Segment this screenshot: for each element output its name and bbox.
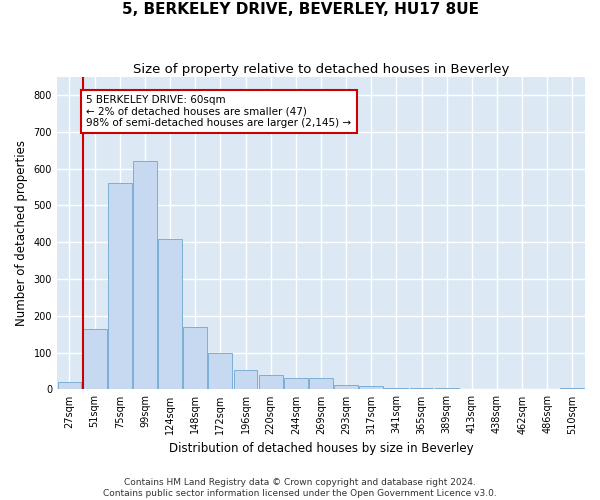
Bar [233, 370, 257, 390]
Bar [259, 374, 283, 390]
Bar [560, 388, 584, 390]
Y-axis label: Number of detached properties: Number of detached properties [15, 140, 28, 326]
Bar [284, 378, 308, 390]
Bar [133, 162, 157, 390]
Bar [208, 352, 232, 390]
Text: 5 BERKELEY DRIVE: 60sqm
← 2% of detached houses are smaller (47)
98% of semi-det: 5 BERKELEY DRIVE: 60sqm ← 2% of detached… [86, 95, 352, 128]
Bar [108, 184, 132, 390]
Bar [83, 328, 107, 390]
Bar [359, 386, 383, 390]
Text: 5, BERKELEY DRIVE, BEVERLEY, HU17 8UE: 5, BERKELEY DRIVE, BEVERLEY, HU17 8UE [121, 2, 479, 18]
X-axis label: Distribution of detached houses by size in Beverley: Distribution of detached houses by size … [169, 442, 473, 455]
Bar [385, 388, 409, 390]
Text: Contains HM Land Registry data © Crown copyright and database right 2024.
Contai: Contains HM Land Registry data © Crown c… [103, 478, 497, 498]
Bar [334, 385, 358, 390]
Bar [183, 327, 207, 390]
Bar [435, 388, 458, 390]
Title: Size of property relative to detached houses in Beverley: Size of property relative to detached ho… [133, 62, 509, 76]
Bar [309, 378, 333, 390]
Bar [58, 382, 82, 390]
Bar [410, 388, 433, 390]
Bar [158, 238, 182, 390]
